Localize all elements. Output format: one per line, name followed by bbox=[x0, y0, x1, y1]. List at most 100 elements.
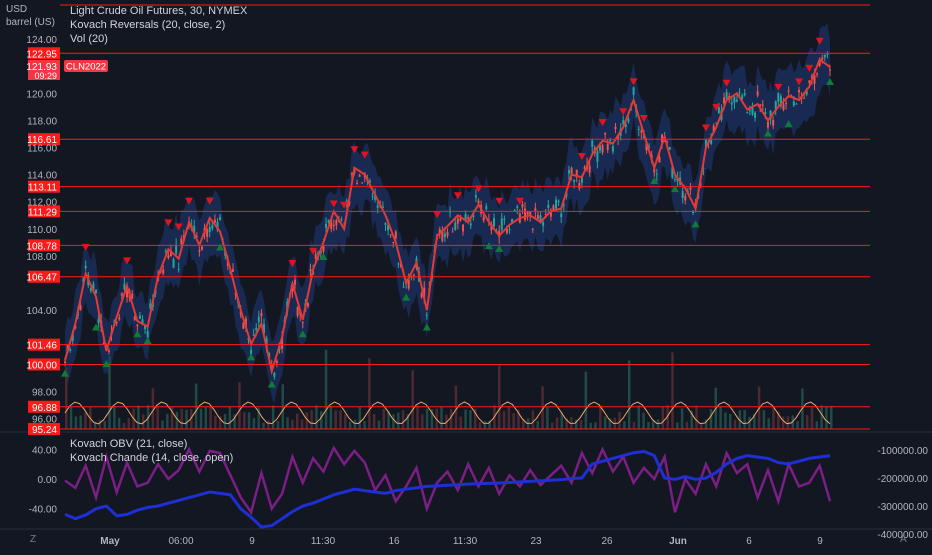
indicator-volume-label[interactable]: Vol (20) bbox=[70, 33, 108, 45]
candle-body bbox=[503, 218, 506, 220]
volume-bar bbox=[286, 417, 289, 429]
candle-body bbox=[735, 99, 738, 102]
candle-body bbox=[361, 182, 364, 184]
volume-bar bbox=[546, 407, 549, 429]
candle-body bbox=[211, 225, 214, 229]
sell-reversal-marker bbox=[701, 124, 710, 132]
volume-bar bbox=[137, 405, 140, 429]
sell-reversal-marker bbox=[619, 108, 628, 116]
candle-body bbox=[407, 279, 410, 289]
volume-bar bbox=[416, 405, 419, 429]
candle-body bbox=[604, 132, 607, 135]
candle-body bbox=[149, 303, 152, 309]
candle-body bbox=[779, 96, 782, 107]
candle-body bbox=[614, 126, 617, 130]
candle-body bbox=[195, 235, 198, 237]
candle-body bbox=[138, 315, 141, 319]
volume-bar bbox=[103, 421, 106, 429]
volume-bar bbox=[421, 414, 424, 429]
volume-bar bbox=[127, 418, 131, 429]
volume-bar bbox=[608, 418, 612, 429]
volume-bar bbox=[117, 417, 121, 429]
ticker-badge[interactable] bbox=[64, 60, 108, 72]
candle-body bbox=[534, 208, 537, 212]
candle-body bbox=[469, 223, 472, 226]
candle-body bbox=[591, 140, 594, 147]
candle-body bbox=[704, 139, 707, 148]
candle-body bbox=[420, 293, 423, 298]
volume-bar bbox=[199, 408, 203, 429]
candle-body bbox=[627, 118, 630, 122]
indicator-reversals-label[interactable]: Kovach Reversals (20, close, 2) bbox=[70, 19, 226, 31]
auto-scale-button[interactable]: A bbox=[900, 534, 907, 545]
buy-reversal-marker bbox=[143, 337, 152, 345]
candle-body bbox=[655, 173, 658, 175]
volume-bar bbox=[810, 407, 814, 429]
candle-body bbox=[498, 230, 501, 238]
candle-body bbox=[79, 305, 82, 310]
level-badge bbox=[28, 180, 60, 193]
volume-bar bbox=[305, 412, 309, 429]
volume-bar bbox=[69, 406, 73, 429]
candle-body bbox=[500, 218, 503, 230]
sell-reversal-marker bbox=[774, 83, 783, 91]
level-badge bbox=[28, 423, 60, 435]
price-tick-label: 108.00 bbox=[26, 252, 57, 263]
volume-bar bbox=[262, 422, 265, 429]
volume-bar bbox=[218, 416, 222, 429]
volume-bar bbox=[781, 416, 785, 429]
volume-bar bbox=[584, 371, 588, 429]
volume-bar bbox=[724, 412, 727, 429]
volume-bar bbox=[469, 410, 472, 429]
osc-right-tick-label: -200000.00 bbox=[877, 474, 928, 485]
volume-bar bbox=[156, 406, 159, 429]
volume-bar bbox=[733, 419, 737, 429]
candle-body bbox=[524, 208, 527, 220]
volume-bar bbox=[334, 410, 337, 429]
candle-body bbox=[263, 324, 266, 334]
candle-body bbox=[562, 204, 565, 207]
volume-bar bbox=[594, 422, 597, 429]
candle-body bbox=[446, 231, 449, 236]
candle-body bbox=[725, 91, 728, 99]
zoom-button[interactable]: Z bbox=[30, 534, 37, 545]
volume-bar bbox=[680, 408, 684, 429]
sell-reversal-marker bbox=[185, 197, 194, 205]
volume-bar bbox=[339, 410, 342, 429]
volume-bar bbox=[300, 419, 304, 429]
candle-body bbox=[748, 110, 751, 112]
sell-reversal-marker bbox=[164, 219, 173, 227]
sell-reversal-marker bbox=[329, 200, 338, 208]
candle-body bbox=[425, 314, 428, 316]
volume-bar bbox=[406, 414, 410, 429]
candle-body bbox=[516, 206, 519, 209]
candle-body bbox=[244, 318, 247, 329]
candle-body bbox=[622, 120, 625, 125]
candle-body bbox=[772, 119, 775, 126]
candle-body bbox=[624, 124, 627, 127]
candle-body bbox=[761, 104, 764, 106]
candle-body bbox=[84, 265, 87, 269]
candle-body bbox=[270, 364, 273, 367]
sell-reversal-marker bbox=[174, 223, 183, 231]
volume-bar bbox=[464, 409, 467, 429]
symbol-title[interactable]: Light Crude Oil Futures, 30, NYMEX bbox=[70, 5, 248, 17]
candle-body bbox=[785, 102, 788, 105]
time-tick-label: 11:30 bbox=[311, 536, 336, 547]
indicator-chande-label[interactable]: Kovach Chande (14, close, open) bbox=[70, 452, 234, 464]
price-tick-label: 118.00 bbox=[27, 116, 57, 127]
volume-bar bbox=[233, 414, 236, 429]
candle-body bbox=[521, 204, 524, 208]
volume-bar bbox=[348, 421, 352, 429]
volume-bar bbox=[440, 407, 443, 429]
candle-body bbox=[606, 143, 609, 151]
candle-body bbox=[816, 73, 819, 75]
volume-bar bbox=[166, 413, 169, 429]
buy-reversal-marker bbox=[216, 243, 225, 251]
candle-body bbox=[467, 217, 470, 219]
candle-body bbox=[332, 224, 335, 227]
indicator-obv-label[interactable]: Kovach OBV (21, close) bbox=[70, 438, 188, 450]
candle-body bbox=[213, 219, 216, 223]
candle-body bbox=[309, 269, 312, 272]
